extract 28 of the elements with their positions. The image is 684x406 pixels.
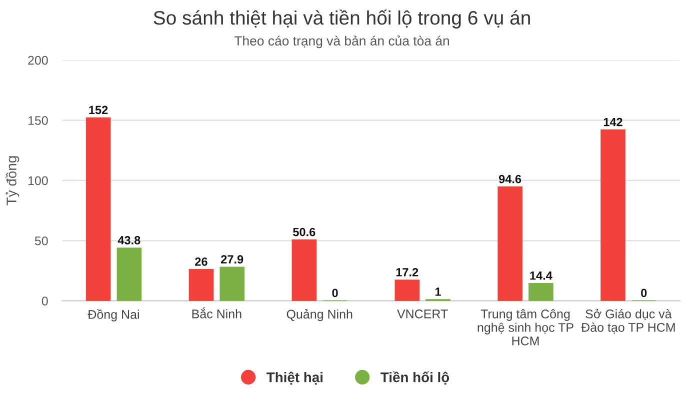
data-label: 94.6 (498, 174, 522, 184)
y-tick-label: 100 (28, 176, 48, 186)
x-tick-label: Bắc Ninh (192, 307, 242, 318)
data-label: 27.9 (221, 255, 244, 264)
data-label: 152 (89, 106, 108, 114)
data-label: 142 (604, 118, 622, 126)
data-label: 1 (435, 288, 441, 296)
data-label: 0 (332, 288, 338, 298)
data-label: 26 (195, 257, 208, 266)
x-tick-label: Sở Giáo dục và Đào tạo TP HCM (581, 308, 675, 334)
data-label: 14.4 (530, 272, 552, 280)
data-label: 43.8 (118, 236, 140, 244)
x-tick-label: VNCERT (397, 310, 448, 318)
data-label: 50.6 (293, 228, 316, 236)
chart-subtitle: Theo cáo trạng và bản án của tòa án (234, 35, 449, 48)
y-tick-label: 0 (42, 296, 48, 306)
x-tick-label: Đồng Nai (88, 309, 139, 322)
data-label: 17.2 (396, 268, 418, 276)
x-tick-label: Quảng Ninh (286, 309, 352, 322)
legend-label: Tiền hối lộ (380, 371, 450, 385)
y-tick-label: 50 (34, 236, 48, 246)
data-label: 0 (641, 288, 647, 298)
y-tick-label: 150 (28, 116, 48, 125)
x-tick-label: Trung tâm Công nghệ sinh học TP HCM (478, 309, 574, 346)
y-axis-title: Tỷ đồng (6, 156, 20, 206)
y-tick-label: 200 (28, 56, 48, 65)
chart-title: So sánh thiệt hại và tiền hối lộ trong 6 vụ án (154, 10, 530, 29)
legend-label: Thiệt hại (266, 372, 322, 385)
